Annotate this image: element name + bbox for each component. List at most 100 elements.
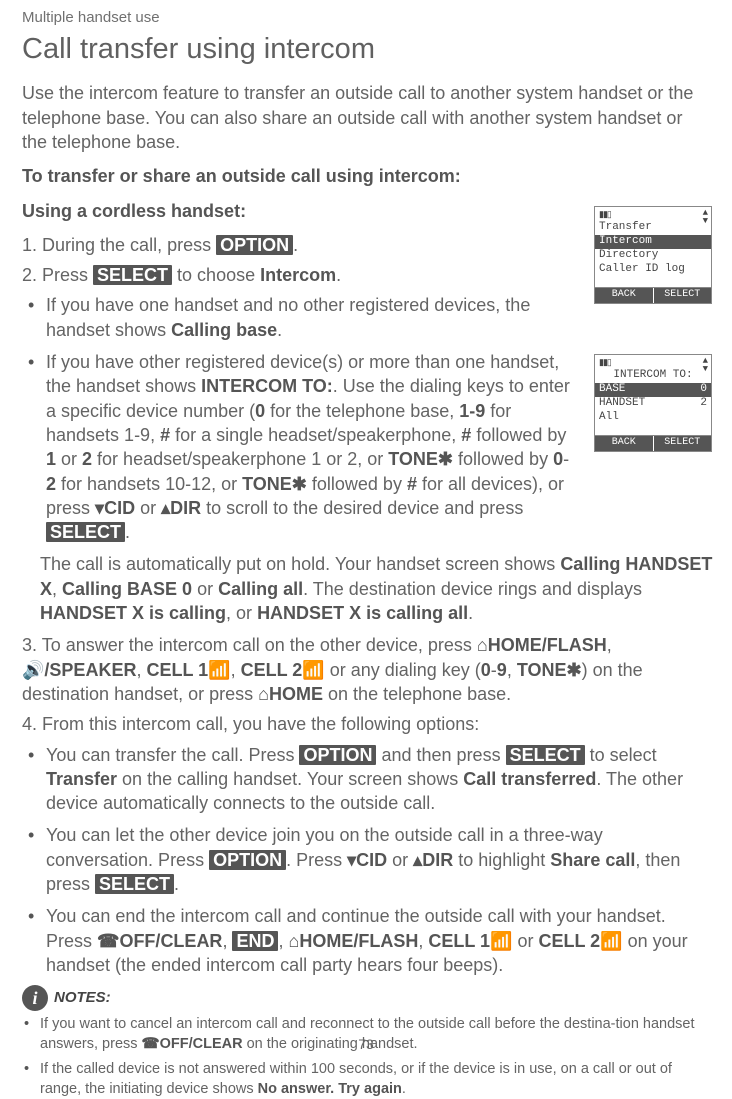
s3home2: HOME [269,684,323,704]
speaker-icon: 🔊 [22,660,44,680]
option-end: You can end the intercom call and contin… [22,904,710,977]
step2-pre: 2. Press [22,265,93,285]
lcd2-row2: HANDSET2 [599,397,707,411]
step1-text: 1. During the call, press [22,235,216,255]
step2-post: . [336,265,341,285]
step1-post: . [293,235,298,255]
s3f: 0 [481,660,491,680]
b2p: TONE✱ [388,449,453,469]
o1e: on the calling handset. Your screen show… [117,769,463,789]
b2o: for headset/speakerphone 1 or 2, or [92,449,388,469]
s3spk: /SPEAKER [44,660,136,680]
battery-icon: ▮▮▯ [599,210,707,221]
signal-icon-2: 📶 [302,660,324,680]
b2j: # [461,425,471,445]
o2dir: DIR [422,850,453,870]
notes-label: NOTES: [54,988,111,1008]
key-option-2: OPTION [299,745,376,765]
n2c: . [402,1081,406,1097]
b2k: followed by [471,425,566,445]
b2n: 2 [82,449,92,469]
key-select-3: SELECT [506,745,585,765]
o2e: Share call [550,850,635,870]
o3home: HOME/ [299,931,358,951]
notes-header: i NOTES: [22,985,710,1011]
hold-paragraph: The call is automatically put on hold. Y… [40,552,728,625]
b1c: . [277,320,282,340]
step-4: 4. From this intercom call, you have the… [22,712,710,736]
hd: Calling BASE 0 [62,579,192,599]
s3d: , [231,660,241,680]
o2c: or [387,850,413,870]
o2b: . Press [286,850,347,870]
b2x: # [407,474,417,494]
scroll-arrows-icon: ▲▼ [703,209,708,225]
b1a: If you have one handset and no other reg… [46,295,530,339]
o3d: , [418,931,428,951]
key-select-2: SELECT [46,522,125,542]
key-select-4: SELECT [95,874,174,894]
s3home: HOME/ [488,635,547,655]
signal-icon-4: 📶 [600,931,622,951]
he: or [192,579,218,599]
b2zb: . [125,522,130,542]
lcd1-softkey-back: BACK [595,288,654,303]
b2i: for a single headset/speakerphone, [170,425,461,445]
hj: HANDSET X is calling all [257,603,468,623]
home-icon: ⌂ [477,635,488,655]
scroll-arrows-icon-2: ▲▼ [703,357,708,373]
b1b: Calling base [171,320,277,340]
phone-off-icon: ☎ [97,931,119,951]
s3c: , [136,660,146,680]
o3e: or [513,931,539,951]
s3c2: CELL 2 [241,660,303,680]
key-option: OPTION [216,235,293,255]
subhead-transfer: To transfer or share an outside call usi… [22,164,710,188]
s3b: , [607,635,612,655]
o3clr: CLEAR [160,931,222,951]
signal-icon: 📶 [208,660,230,680]
lcd2-softkey-back: BACK [595,436,654,451]
s3h: 9 [497,660,507,680]
home-icon-3: ⌂ [288,931,299,951]
o1d: Transfer [46,769,117,789]
b2e: for the telephone base, [265,401,459,421]
home-icon-2: ⌂ [258,684,269,704]
step-2: 2. Press SELECT to choose Intercom. [22,263,577,287]
s3c1: CELL 1 [146,660,208,680]
step-1: 1. During the call, press OPTION. [22,233,577,257]
o1c: to select [585,745,657,765]
chevron-down-icon-2: ▾ [347,850,356,870]
o1b: and then press [376,745,505,765]
o3c: , [278,931,288,951]
lcd1-row1: Transfer [599,221,707,235]
b2h: # [160,425,170,445]
phone-off-icon-2: ☎ [142,1036,160,1052]
intro-paragraph: Use the intercom feature to transfer an … [22,81,710,154]
hh: HANDSET X is calling [40,603,226,623]
section-header: Multiple handset use [22,8,710,28]
o2g: . [174,874,179,894]
lcd1-row2-selected: Intercom [595,235,711,249]
b2q: followed by [453,449,553,469]
hg: . The destination device rings and displ… [303,579,642,599]
b2z: or [135,498,161,518]
b2t: 2 [46,474,56,494]
b2v: TONE✱ [242,474,307,494]
hi: , or [226,603,257,623]
o1f: Call transferred [463,769,596,789]
o3flash: FLASH [358,931,418,951]
s3flash: FLASH [547,635,607,655]
b2f: 1-9 [459,401,485,421]
step2-intercom: Intercom [260,265,336,285]
key-select: SELECT [93,265,172,285]
b2m: or [56,449,82,469]
lcd2-row3: All [599,411,707,425]
n1b: on the originating handset. [243,1036,418,1052]
b2za: to scroll to the desired device and pres… [201,498,523,518]
lcd2-title: INTERCOM TO: [599,369,707,383]
o2d: to highlight [453,850,550,870]
bullet-one-handset: If you have one handset and no other reg… [22,293,577,342]
page-number: 73 [358,1035,374,1054]
key-end: END [232,931,278,951]
